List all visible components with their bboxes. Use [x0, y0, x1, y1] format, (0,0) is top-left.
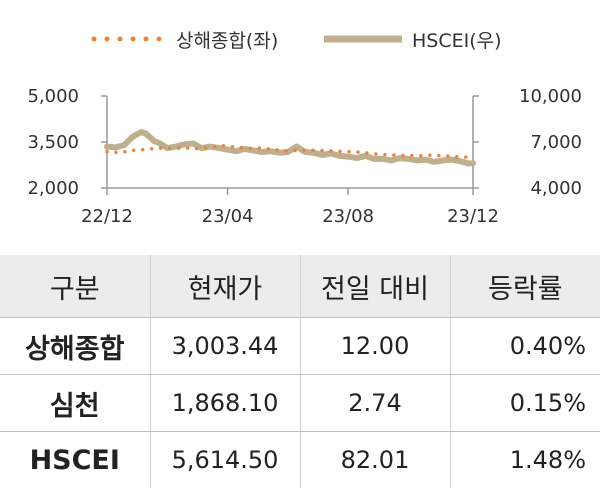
- row-change: 2.74: [300, 375, 450, 432]
- y-left-tick-label: 3,500: [27, 132, 79, 153]
- table-header-row: 구분 현재가 전일 대비 등락률: [0, 255, 600, 318]
- y-left-tick-label: 2,000: [27, 178, 79, 199]
- line-chart: 5,000 3,500 2,000 10,000 7,000 4,000 22/12 23/0…: [0, 70, 600, 250]
- x-tick-label: 23/08: [322, 206, 374, 227]
- row-price: 3,003.44: [150, 318, 300, 375]
- x-tick-label: 22/12: [81, 206, 133, 227]
- row-price: 1,868.10: [150, 375, 300, 432]
- column-header-category: 구분: [0, 255, 150, 318]
- chart-legend: 상해종합(좌) HSCEI(우): [0, 0, 600, 70]
- row-rate: 0.40%: [450, 318, 600, 375]
- column-header-change: 전일 대비: [300, 255, 450, 318]
- row-name: 상해종합: [0, 318, 150, 375]
- y-left-tick-label: 5,000: [27, 86, 79, 107]
- table-row: 심천 1,868.10 2.74 0.15%: [0, 375, 600, 432]
- column-header-rate: 등락률: [450, 255, 600, 318]
- row-change: 12.00: [300, 318, 450, 375]
- x-tick-label: 23/12: [447, 206, 499, 227]
- row-name: 심천: [0, 375, 150, 432]
- legend-label-shanghai: 상해종합(좌): [176, 26, 278, 53]
- row-rate: 0.15%: [450, 375, 600, 432]
- market-table: 구분 현재가 전일 대비 등락률 상해종합 3,003.44 12.00 0.4…: [0, 255, 600, 488]
- column-header-price: 현재가: [150, 255, 300, 318]
- legend-swatch-shanghai: [90, 34, 168, 44]
- legend-item-hscei: HSCEI(우): [322, 24, 502, 54]
- table-row: 상해종합 3,003.44 12.00 0.40%: [0, 318, 600, 375]
- legend-label-hscei: HSCEI(우): [412, 26, 502, 53]
- y-right-tick-label: 7,000: [530, 132, 582, 153]
- legend-swatch-hscei: [322, 34, 404, 44]
- x-tick-label: 23/04: [202, 206, 254, 227]
- y-right-tick-label: 10,000: [519, 86, 582, 107]
- y-right-tick-label: 4,000: [530, 178, 582, 199]
- legend-item-shanghai: 상해종합(좌): [90, 24, 278, 54]
